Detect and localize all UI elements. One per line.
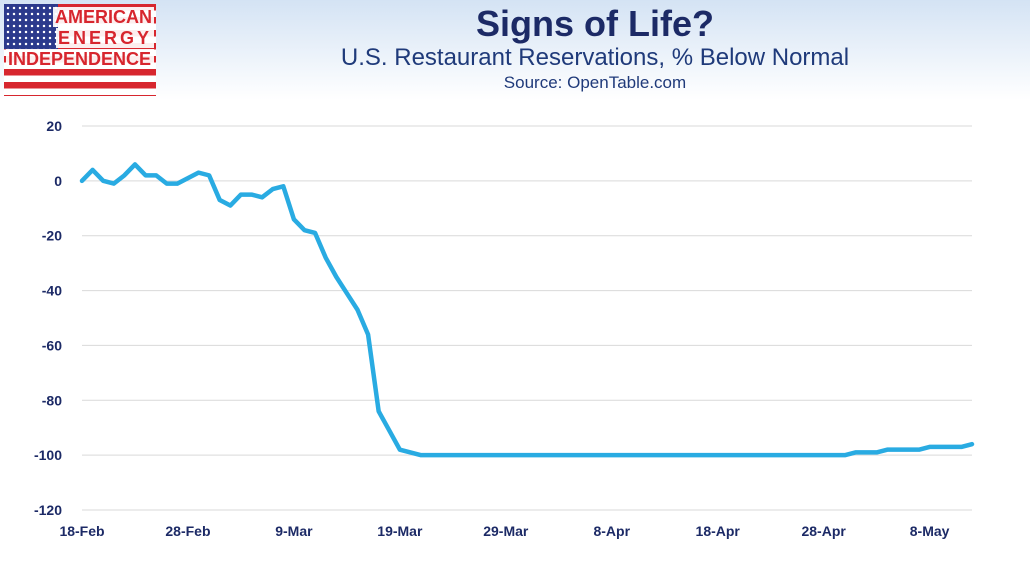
logo-line-energy: ENERGY [55, 28, 154, 48]
x-tick-label: 18-Apr [696, 523, 741, 539]
x-axis-labels: 18-Feb 28-Feb 9-Mar 19-Mar 29-Mar 8-Apr 18-Apr… [59, 523, 949, 539]
y-tick-label: -100 [34, 447, 62, 463]
gridlines [82, 125, 972, 511]
series-line [79, 162, 975, 458]
y-tick-label: 20 [46, 118, 62, 134]
y-tick-label: -40 [42, 283, 62, 299]
flag-stars-canton [4, 4, 58, 49]
logo-line-independence: INDEPENDENCE [6, 49, 154, 69]
x-tick-label: 28-Feb [165, 523, 210, 539]
x-tick-label: 19-Mar [377, 523, 423, 539]
chart-subtitle: U.S. Restaurant Reservations, % Below No… [340, 44, 850, 71]
american-energy-independence-logo: AMERICAN ENERGY INDEPENDENCE [4, 4, 156, 96]
x-tick-label: 29-Mar [483, 523, 529, 539]
y-tick-label: -20 [42, 228, 62, 244]
y-tick-label: -60 [42, 337, 62, 353]
chart-titles: Signs of Life? U.S. Restaurant Reservati… [160, 0, 1030, 94]
x-tick-label: 28-Apr [801, 523, 846, 539]
x-tick-label: 8-May [910, 523, 950, 539]
reservations-line-chart: 20 0 -20 -40 -60 -80 -100 -120 18-Feb 28-Feb 9-Ma… [34, 118, 975, 539]
header-banner: AMERICAN ENERGY INDEPENDENCE Signs of Li… [0, 0, 1030, 100]
x-tick-label: 18-Feb [59, 523, 104, 539]
y-tick-label: 0 [54, 173, 62, 189]
chart-source: Source: OpenTable.com [503, 73, 687, 92]
logo-line-american: AMERICAN [53, 7, 154, 27]
y-tick-label: -120 [34, 502, 62, 518]
y-axis-labels: 20 0 -20 -40 -60 -80 -100 -120 [34, 118, 62, 518]
chart-title: Signs of Life? [476, 3, 714, 44]
x-tick-label: 9-Mar [275, 523, 313, 539]
x-tick-label: 8-Apr [593, 523, 630, 539]
y-tick-label: -80 [42, 392, 62, 408]
